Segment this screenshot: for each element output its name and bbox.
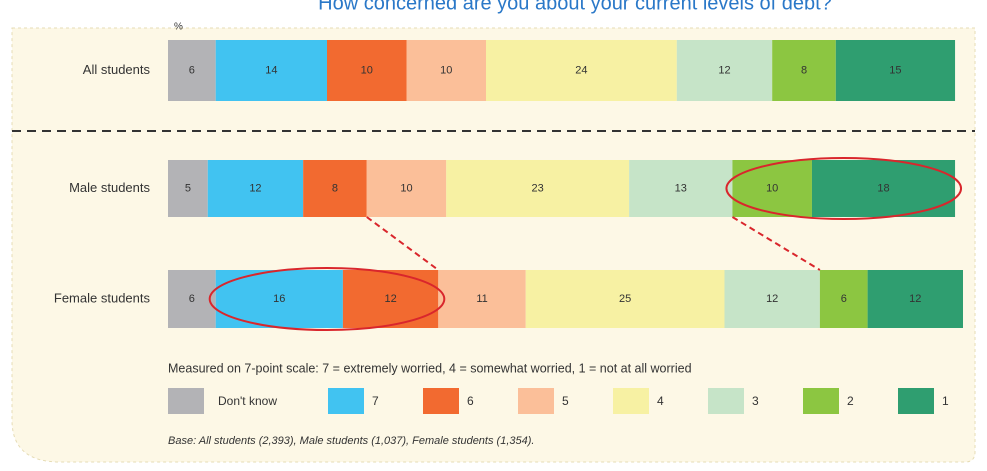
legend-swatch: [168, 388, 204, 414]
value-label: 6: [841, 293, 847, 305]
legend-swatch: [328, 388, 364, 414]
value-label: 10: [361, 64, 373, 76]
legend-swatch: [803, 388, 839, 414]
legend-label: Don't know: [218, 394, 277, 408]
value-label: 12: [909, 293, 921, 305]
legend-label: 7: [372, 394, 379, 408]
value-label: 13: [675, 182, 687, 194]
value-label: 8: [332, 182, 338, 194]
bar-segment: [438, 270, 526, 328]
bar-segment: [215, 40, 327, 101]
value-label: 23: [532, 182, 544, 194]
chart-title: How concerned are you about your current…: [318, 0, 832, 14]
row-label: Female students: [54, 290, 151, 305]
base-note: Base: All students (2,393), Male student…: [168, 435, 534, 447]
value-label: 15: [889, 64, 901, 76]
value-label: 14: [265, 64, 277, 76]
value-label: 12: [249, 182, 261, 194]
value-label: 12: [718, 64, 730, 76]
connector: [366, 216, 439, 271]
value-label: 18: [877, 182, 889, 194]
bar-segment: [811, 160, 956, 217]
value-label: 25: [619, 293, 631, 305]
legend-label: 1: [942, 394, 949, 408]
bar-segment: [732, 160, 812, 217]
legend-label: 4: [657, 394, 664, 408]
unit-label: %: [174, 22, 183, 33]
value-label: 24: [575, 64, 587, 76]
legend-label: 3: [752, 394, 759, 408]
value-label: 10: [766, 182, 778, 194]
note: Measured on 7-point scale: 7 = extremely…: [168, 361, 692, 375]
bar-segment: [406, 40, 486, 101]
value-label: 5: [185, 182, 191, 194]
bar-segment: [366, 160, 447, 217]
legend-swatch: [518, 388, 554, 414]
bar-segment: [525, 270, 725, 328]
bar-segment: [207, 160, 304, 217]
bar-segment: [168, 270, 216, 328]
highlight-ellipse: [208, 267, 446, 331]
legend-swatch: [613, 388, 649, 414]
bar-segment: [819, 270, 868, 328]
bar-segment: [724, 270, 820, 328]
bar-segment: [342, 270, 439, 328]
bar-segment: [327, 40, 407, 101]
value-label: 12: [766, 293, 778, 305]
legend-label: 5: [562, 394, 569, 408]
bar-segment: [772, 40, 836, 101]
bar-segment: [629, 160, 733, 217]
bar-segment: [486, 40, 677, 101]
legend-label: 6: [467, 394, 474, 408]
value-label: 10: [400, 182, 412, 194]
row-label: All students: [83, 62, 151, 77]
bar-segment: [676, 40, 773, 101]
legend-swatch: [708, 388, 744, 414]
connector: [731, 216, 821, 271]
highlight-ellipse: [725, 157, 963, 220]
legend-swatch: [898, 388, 934, 414]
legend-label: 2: [847, 394, 854, 408]
value-label: 6: [189, 64, 195, 76]
bar-segment: [446, 160, 630, 217]
bar-segment: [168, 40, 216, 101]
bar-segment: [168, 160, 208, 217]
value-label: 8: [801, 64, 807, 76]
bar-segment: [835, 40, 956, 101]
value-label: 6: [189, 293, 195, 305]
value-label: 11: [476, 293, 487, 305]
value-label: 10: [440, 64, 452, 76]
bar-segment: [303, 160, 367, 217]
value-label: 16: [273, 293, 285, 305]
value-label: 12: [384, 293, 396, 305]
bar-segment: [867, 270, 963, 328]
legend-swatch: [423, 388, 459, 414]
panel: [11, 27, 976, 463]
row-label: Male students: [69, 180, 150, 195]
